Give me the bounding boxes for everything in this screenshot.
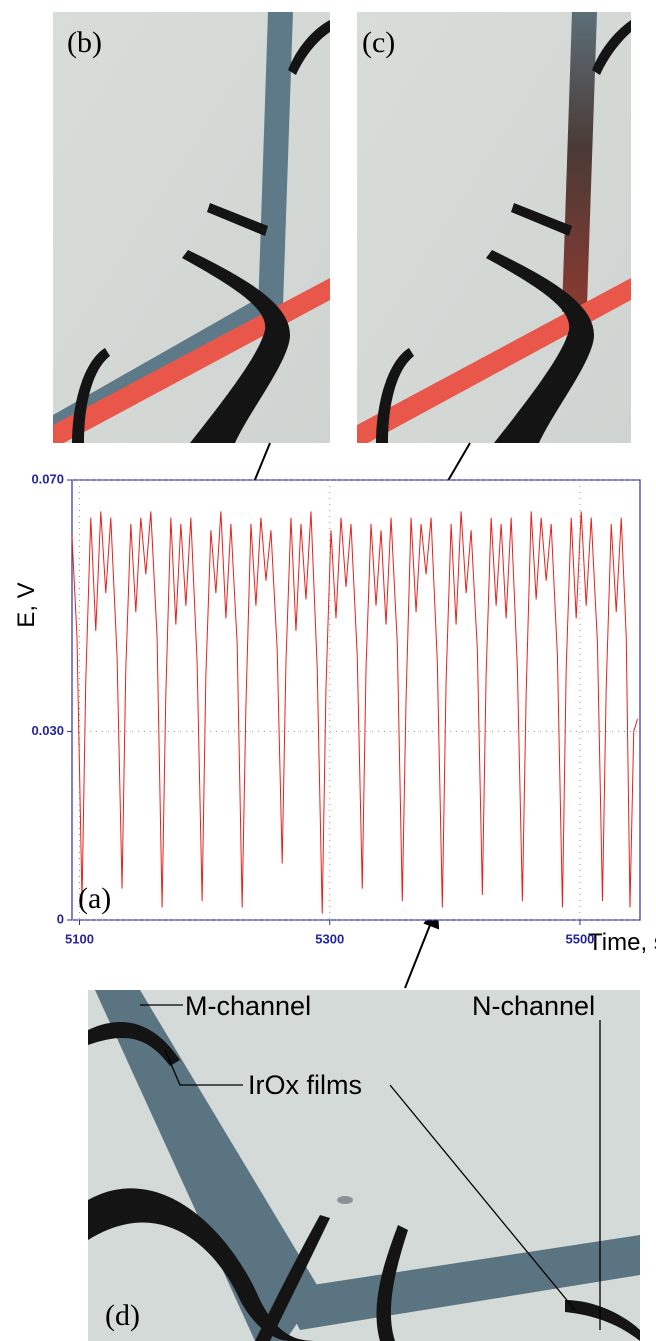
panel-label: (d) (105, 1299, 140, 1332)
x-tick-label: 5300 (315, 931, 344, 946)
x-tick-label: 5100 (65, 931, 94, 946)
photo-b (53, 12, 330, 443)
annotation: M-channel (185, 991, 311, 1021)
annotation: IrOx films (248, 1070, 362, 1100)
x-tick-label: 5500 (565, 931, 594, 946)
data-line (71, 511, 638, 914)
plot-frame (71, 479, 641, 921)
y-tick-label: 0.030 (31, 723, 64, 738)
x-axis-label: Time, s (588, 929, 656, 956)
photo-c (357, 12, 631, 443)
y-tick-label: 0 (57, 911, 64, 926)
leader-lines (140, 1004, 601, 1330)
y-axis-label: E, V (13, 582, 40, 627)
panel-label: (b) (67, 26, 102, 59)
photo-d (88, 990, 640, 1341)
annotation: N-channel (472, 991, 595, 1021)
panel-label: (c) (362, 26, 395, 59)
panel-label: (a) (78, 882, 111, 915)
y-tick-label: 0.070 (31, 471, 64, 486)
